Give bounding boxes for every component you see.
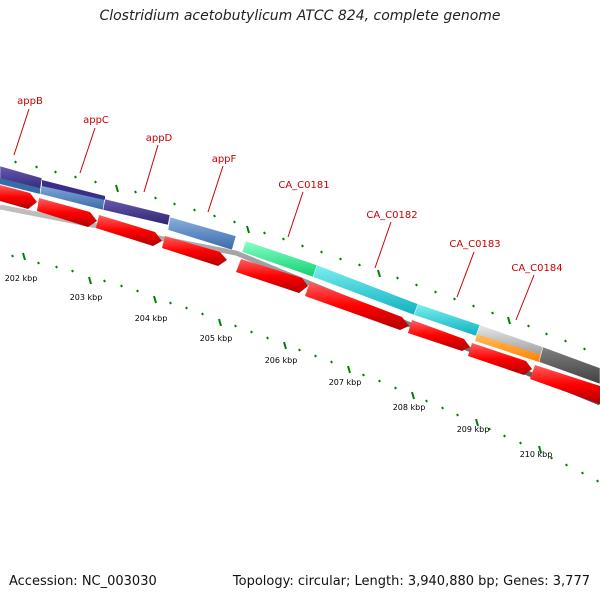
label-leaders [13,108,535,321]
accession-text: Accession: NC_003030 [9,574,157,589]
gene-label: appC [83,115,109,126]
gene-label: CA_C0184 [511,263,562,274]
kbp-label: 206 kbp [265,356,298,365]
kbp-labels: 202 kbp 203 kbp 204 kbp 205 kbp 206 kbp … [5,274,553,459]
kbp-label: 204 kbp [135,314,168,323]
cds-arrow [236,259,308,293]
cds-arrow [305,282,409,330]
cds-arrow [162,236,227,266]
gene-track [0,165,600,385]
gene-label: CA_C0182 [366,210,417,221]
cds-arrow [96,215,162,246]
cds-arrow [530,365,600,404]
genome-stats-text: Topology: circular; Length: 3,940,880 bp… [232,574,590,589]
gene-labels: appB appC appD appF CA_C0181 CA_C0182 CA… [17,96,562,274]
map-title: Clostridium acetobutylicum ATCC 824, com… [99,8,501,24]
cds-arrow [408,320,470,351]
kbp-label: 202 kbp [5,274,38,283]
gene-appD [102,198,171,226]
cds-arrow [468,343,532,375]
gene-label: CA_C0181 [278,180,329,191]
gene-label: CA_C0183 [449,239,500,250]
gene-next [538,346,600,385]
kbp-label: 209 kbp [457,425,490,434]
cds-track [0,185,600,404]
outer-ticks [14,160,586,351]
gene-appC-upper [42,180,105,200]
gene-appB-lower [0,178,40,194]
gene-label: appF [212,154,237,165]
cds-arrow [0,185,37,209]
kbp-label: 210 kbp [520,450,553,459]
kbp-label: 208 kbp [393,403,426,412]
inner-ticks [11,252,599,483]
gene-label: appD [146,133,173,144]
gene-label: appB [17,96,43,107]
genome-backbone [0,204,600,406]
kbp-label: 207 kbp [329,378,362,387]
gene-appF [167,216,237,251]
kbp-label: 203 kbp [70,293,103,302]
kbp-label: 205 kbp [200,334,233,343]
gene-CA_C0184-lower [475,334,541,362]
cds-arrow [37,198,97,227]
